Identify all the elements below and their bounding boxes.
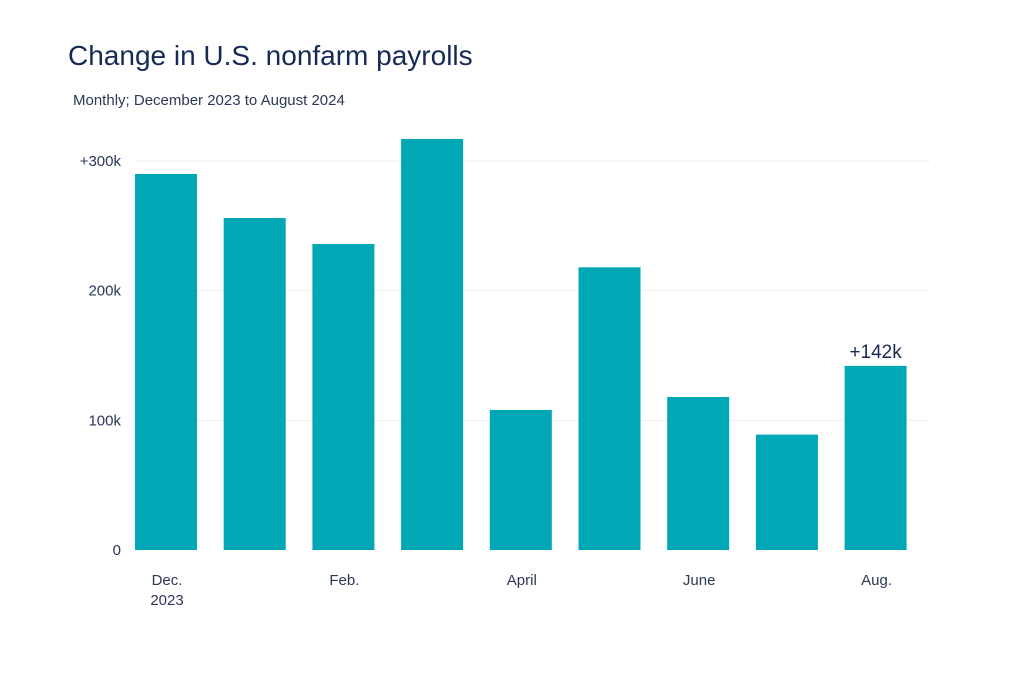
x-tick-label: Dec. 2023 — [150, 572, 183, 609]
chart-title: Change in U.S. nonfarm payrolls — [68, 40, 473, 71]
y-tick-label: 200k — [88, 283, 121, 300]
x-axis-ticks: Dec. 2023 Feb. April June Aug. — [150, 572, 892, 609]
bar — [844, 365, 907, 550]
value-callout: +142k — [849, 342, 902, 363]
bar — [667, 396, 730, 550]
y-axis-ticks: 0 100k 200k +300k — [80, 153, 122, 559]
x-tick-label: April — [507, 572, 537, 589]
bar — [135, 173, 197, 550]
annotations: +142k — [849, 342, 902, 363]
bar — [755, 434, 818, 550]
chart-subtitle: Monthly; December 2023 to August 2024 — [73, 92, 345, 109]
bar — [223, 218, 286, 550]
x-tick-label: Aug. — [861, 572, 892, 589]
bar — [312, 243, 375, 550]
y-tick-label: 100k — [88, 412, 121, 429]
y-tick-label: 0 — [113, 542, 121, 559]
bar — [489, 409, 552, 550]
bars — [135, 138, 907, 550]
x-tick-label: Feb. — [329, 572, 359, 589]
bar — [401, 138, 464, 550]
y-tick-label: +300k — [80, 153, 122, 170]
x-tick-label: June — [683, 572, 716, 589]
bar — [578, 267, 641, 550]
